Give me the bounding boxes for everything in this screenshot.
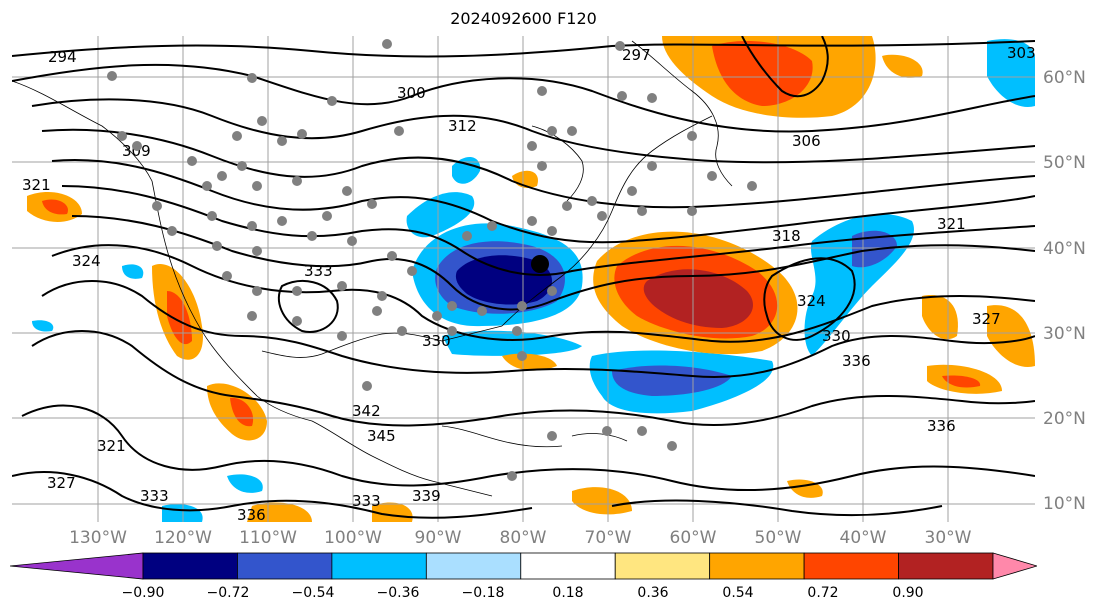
negative-anomaly-area [122, 264, 144, 279]
contour-label: 330 [422, 332, 451, 350]
colorbar-cell [898, 552, 994, 580]
positive-anomaly-area [502, 353, 557, 371]
contour-label-group: 294 297 300 303 306 309 312 318 321 321 … [22, 44, 1035, 522]
lon-label: 60°W [669, 528, 717, 548]
colorbar-cell [709, 552, 805, 580]
colorbar-tick-label: 0.18 [552, 585, 584, 601]
lon-label: 80°W [499, 528, 547, 548]
contour-label: 306 [792, 132, 821, 150]
contour-label: 309 [122, 142, 151, 160]
contour-label: 333 [352, 492, 381, 510]
colorbar-tick-label: 0.72 [807, 585, 839, 601]
lat-label: 10°N [1043, 494, 1086, 514]
colorbar-tick-label: −0.36 [376, 585, 420, 601]
contour-label: 297 [622, 46, 651, 64]
contour-label: 333 [140, 487, 169, 505]
positive-anomaly-core [42, 199, 68, 215]
negative-anomaly-area [227, 474, 263, 493]
positive-anomaly-area [882, 54, 923, 78]
colorbar-cell [614, 552, 711, 580]
contour-label: 321 [97, 437, 126, 455]
lon-label: 30°W [924, 528, 972, 548]
lon-label: 70°W [584, 528, 632, 548]
contour-label: 321 [22, 176, 51, 194]
negative-anomaly-area [987, 39, 1035, 107]
negative-anomaly-area [452, 156, 481, 184]
colorbar-cell [142, 552, 238, 580]
colorbar-tick-label: 0.36 [637, 585, 669, 601]
lat-label: 40°N [1043, 239, 1086, 259]
colorbar-tick-label: −0.90 [121, 585, 165, 601]
contour-label: 324 [72, 252, 101, 270]
negative-anomaly-area [32, 320, 54, 332]
contour-label: 294 [48, 48, 77, 66]
contour-label: 324 [797, 292, 826, 310]
lat-label: 30°N [1043, 324, 1086, 344]
graticule [12, 36, 1035, 522]
contour-label: 330 [822, 327, 851, 345]
contour-label: 342 [352, 402, 381, 420]
contour-label: 333 [304, 262, 333, 280]
contour-label: 303 [1007, 44, 1035, 62]
lon-label: 100°W [324, 528, 382, 548]
negative-anomaly-area [406, 192, 475, 238]
lat-label: 50°N [1043, 153, 1086, 173]
contour-label: 339 [412, 487, 441, 505]
colorbar-cell [992, 552, 1037, 580]
lon-label: 50°W [754, 528, 802, 548]
colorbar-tick-label: −0.18 [461, 585, 505, 601]
lon-label: 90°W [414, 528, 462, 548]
station-markers [107, 39, 757, 481]
storm-center-marker [531, 255, 549, 273]
negative-anomaly-core [612, 365, 732, 396]
contour-label: 312 [448, 117, 477, 135]
lat-label: 20°N [1043, 409, 1086, 429]
contour-label: 336 [927, 417, 956, 435]
contour-label: 336 [842, 352, 871, 370]
map-title: 2024092600 F120 [450, 9, 597, 28]
colorbar-cell [425, 552, 522, 580]
colorbar-cell [331, 552, 427, 580]
positive-anomaly-area [922, 295, 958, 340]
positive-anomaly-area [247, 502, 312, 522]
colorbar-cell [803, 552, 899, 580]
positive-anomaly-core [167, 291, 192, 345]
contour-label: 327 [972, 310, 1001, 328]
colorbar-cell [10, 552, 144, 580]
contour-label: 300 [397, 84, 426, 102]
positive-anomaly-max [643, 269, 753, 328]
positive-anomaly-core [712, 41, 813, 106]
colorbar-tick-label: 0.90 [892, 585, 924, 601]
contour-label: 345 [367, 427, 396, 445]
lon-label: 40°W [839, 528, 887, 548]
colorbar-cell [520, 552, 616, 580]
lat-label: 60°N [1043, 68, 1086, 88]
contour-label: 321 [937, 215, 966, 233]
lon-label: 120°W [154, 528, 212, 548]
lon-label: 110°W [239, 528, 297, 548]
positive-anomaly-area [987, 305, 1035, 367]
positive-anomaly-area [572, 487, 632, 515]
contour-label: 327 [47, 474, 76, 492]
map-plot: 294 297 300 303 306 309 312 318 321 321 … [12, 36, 1035, 522]
colorbar-tick-label: 0.54 [722, 585, 754, 601]
colorbar-tick-label: −0.72 [206, 585, 250, 601]
contour-label: 336 [237, 506, 266, 522]
shaded-fields [27, 36, 1035, 522]
positive-anomaly-core [230, 397, 254, 427]
coastlines [12, 40, 733, 497]
colorbar-tick-label: −0.54 [291, 585, 335, 601]
positive-anomaly-core [942, 375, 981, 388]
contour-label: 318 [772, 227, 801, 245]
negative-anomaly-max [455, 255, 552, 305]
colorbar [10, 552, 1037, 580]
colorbar-cell [237, 552, 333, 580]
lon-label: 130°W [69, 528, 127, 548]
